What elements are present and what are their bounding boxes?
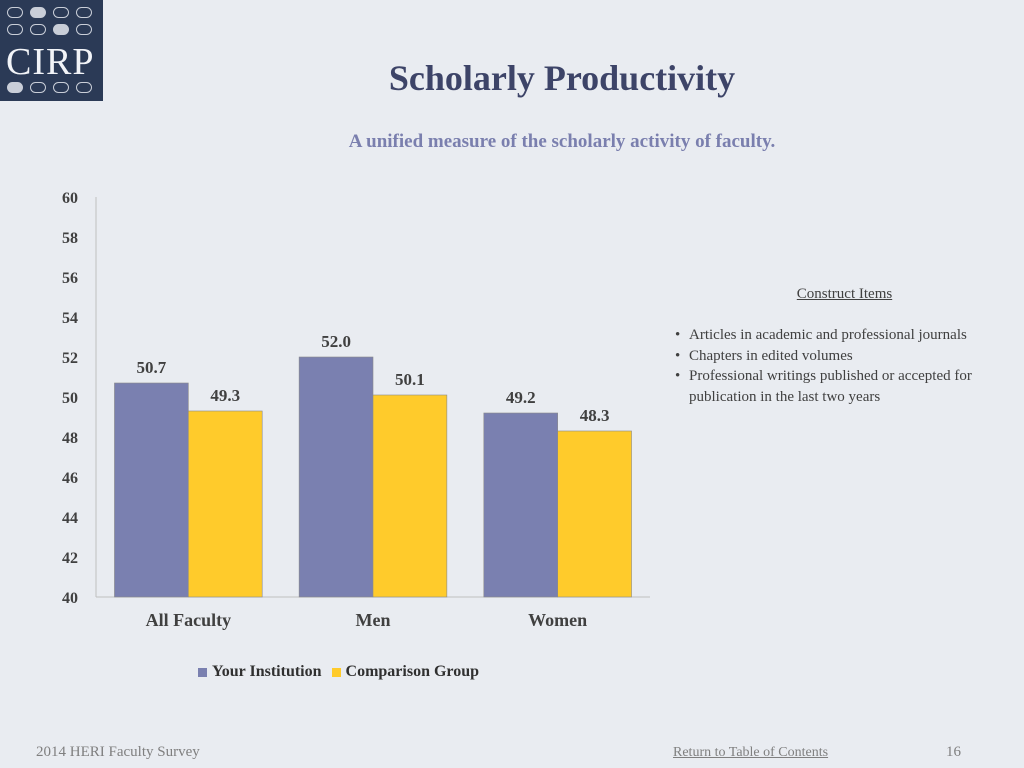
y-tick-label: 46	[62, 470, 78, 487]
bar-your-institution	[298, 356, 374, 598]
construct-item: • Articles in academic and professional j…	[675, 327, 967, 343]
return-to-toc-link[interactable]: Return to Table of Contents	[673, 745, 829, 760]
data-label: 52.0	[321, 332, 351, 351]
y-tick-label: 58	[62, 230, 78, 247]
bar-comparison-group	[188, 410, 263, 598]
footer-survey-name: 2014 HERI Faculty Survey	[36, 744, 200, 760]
y-tick-label: 52	[62, 350, 78, 367]
legend-label: Your Institution	[212, 663, 322, 680]
logo-pill	[76, 82, 92, 93]
x-category-label: Women	[528, 610, 587, 630]
page-subtitle: A unified measure of the scholarly activ…	[348, 131, 776, 152]
construct-list: • Articles in academic and professional j…	[672, 325, 1017, 407]
logo-pill	[30, 82, 46, 93]
x-category-label: Men	[356, 610, 391, 630]
chart-legend: Your Institution Comparison Group	[198, 663, 489, 681]
y-tick-label: 56	[62, 270, 78, 287]
bar-your-institution	[483, 412, 558, 598]
y-tick-label: 40	[62, 590, 78, 607]
logo-pill	[53, 82, 69, 93]
logo-pill	[30, 24, 46, 35]
legend-item-your-institution: Your Institution	[198, 663, 322, 681]
logo-pill	[76, 24, 92, 35]
page-title: Scholarly Productivity	[388, 58, 736, 98]
logo-pill	[53, 24, 69, 35]
data-label: 50.1	[395, 370, 425, 389]
legend-label: Comparison Group	[345, 663, 480, 680]
bar-your-institution	[114, 382, 189, 598]
construct-item-text: Professional writings published or accep…	[689, 368, 972, 405]
x-category-label: All Faculty	[146, 610, 232, 630]
logo-pill	[76, 7, 92, 18]
construct-items-panel: Construct Items • Articles in academic an…	[672, 286, 1017, 407]
data-label: 49.2	[506, 388, 536, 407]
logo-text: CIRP	[6, 41, 95, 83]
y-tick-label: 48	[62, 430, 78, 447]
construct-item-text: Chapters in edited volumes	[689, 347, 853, 364]
legend-swatch	[331, 667, 341, 677]
legend-item-comparison-group: Comparison Group	[331, 663, 480, 681]
construct-item: • Professional writings published or acce…	[675, 368, 972, 405]
cirp-logo: CIRP	[0, 0, 103, 101]
construct-item: • Chapters in edited volumes	[675, 347, 853, 364]
y-tick-label: 44	[62, 510, 78, 527]
logo-pill	[30, 7, 46, 18]
bar-comparison-group	[372, 394, 448, 598]
logo-pill	[53, 7, 69, 18]
data-label: 49.3	[210, 386, 240, 405]
data-label: 50.7	[137, 358, 167, 377]
y-tick-label: 60	[62, 190, 78, 207]
construct-heading: Construct Items	[796, 286, 893, 302]
y-tick-label: 50	[62, 390, 78, 407]
construct-item-text: Articles in academic and professional jo…	[689, 327, 967, 343]
data-label: 48.3	[580, 406, 610, 425]
logo-pill	[7, 82, 23, 93]
bar-comparison-group	[557, 430, 632, 598]
y-tick-label: 42	[62, 550, 78, 567]
legend-swatch	[198, 667, 207, 677]
logo-pill	[7, 7, 23, 18]
page-number: 16	[946, 744, 961, 760]
y-tick-label: 54	[62, 310, 78, 327]
logo-pill	[7, 24, 23, 35]
